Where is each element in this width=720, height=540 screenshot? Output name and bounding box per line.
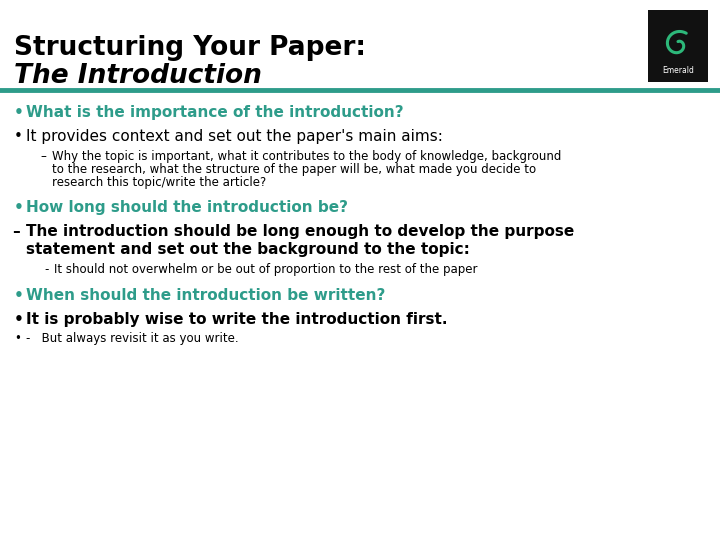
Text: •: • — [14, 312, 24, 327]
Text: Why the topic is important, what it contributes to the body of knowledge, backgr: Why the topic is important, what it cont… — [52, 150, 562, 163]
Text: It should not overwhelm or be out of proportion to the rest of the paper: It should not overwhelm or be out of pro… — [54, 263, 477, 276]
Text: Emerald: Emerald — [662, 66, 694, 75]
Text: The Introduction: The Introduction — [14, 63, 262, 89]
Text: research this topic/write the article?: research this topic/write the article? — [52, 176, 266, 189]
Text: How long should the introduction be?: How long should the introduction be? — [26, 200, 348, 215]
Text: •: • — [14, 332, 21, 345]
Text: •: • — [14, 129, 23, 144]
Text: statement and set out the background to the topic:: statement and set out the background to … — [26, 242, 470, 257]
Text: •: • — [14, 200, 24, 215]
Text: Structuring Your Paper:: Structuring Your Paper: — [14, 35, 366, 61]
Text: It provides context and set out the paper's main aims:: It provides context and set out the pape… — [26, 129, 443, 144]
Text: •: • — [14, 288, 24, 303]
Text: -   But always revisit it as you write.: - But always revisit it as you write. — [26, 332, 238, 345]
Text: to the research, what the structure of the paper will be, what made you decide t: to the research, what the structure of t… — [52, 163, 536, 176]
Text: •: • — [14, 105, 24, 120]
Text: –: – — [40, 150, 46, 163]
Text: –: – — [12, 224, 19, 239]
Bar — [648, 10, 708, 82]
Text: -: - — [44, 263, 48, 276]
Text: The introduction should be long enough to develop the purpose: The introduction should be long enough t… — [26, 224, 575, 239]
Text: What is the importance of the introduction?: What is the importance of the introducti… — [26, 105, 404, 120]
Text: It is probably wise to write the introduction first.: It is probably wise to write the introdu… — [26, 312, 448, 327]
Text: When should the introduction be written?: When should the introduction be written? — [26, 288, 385, 303]
